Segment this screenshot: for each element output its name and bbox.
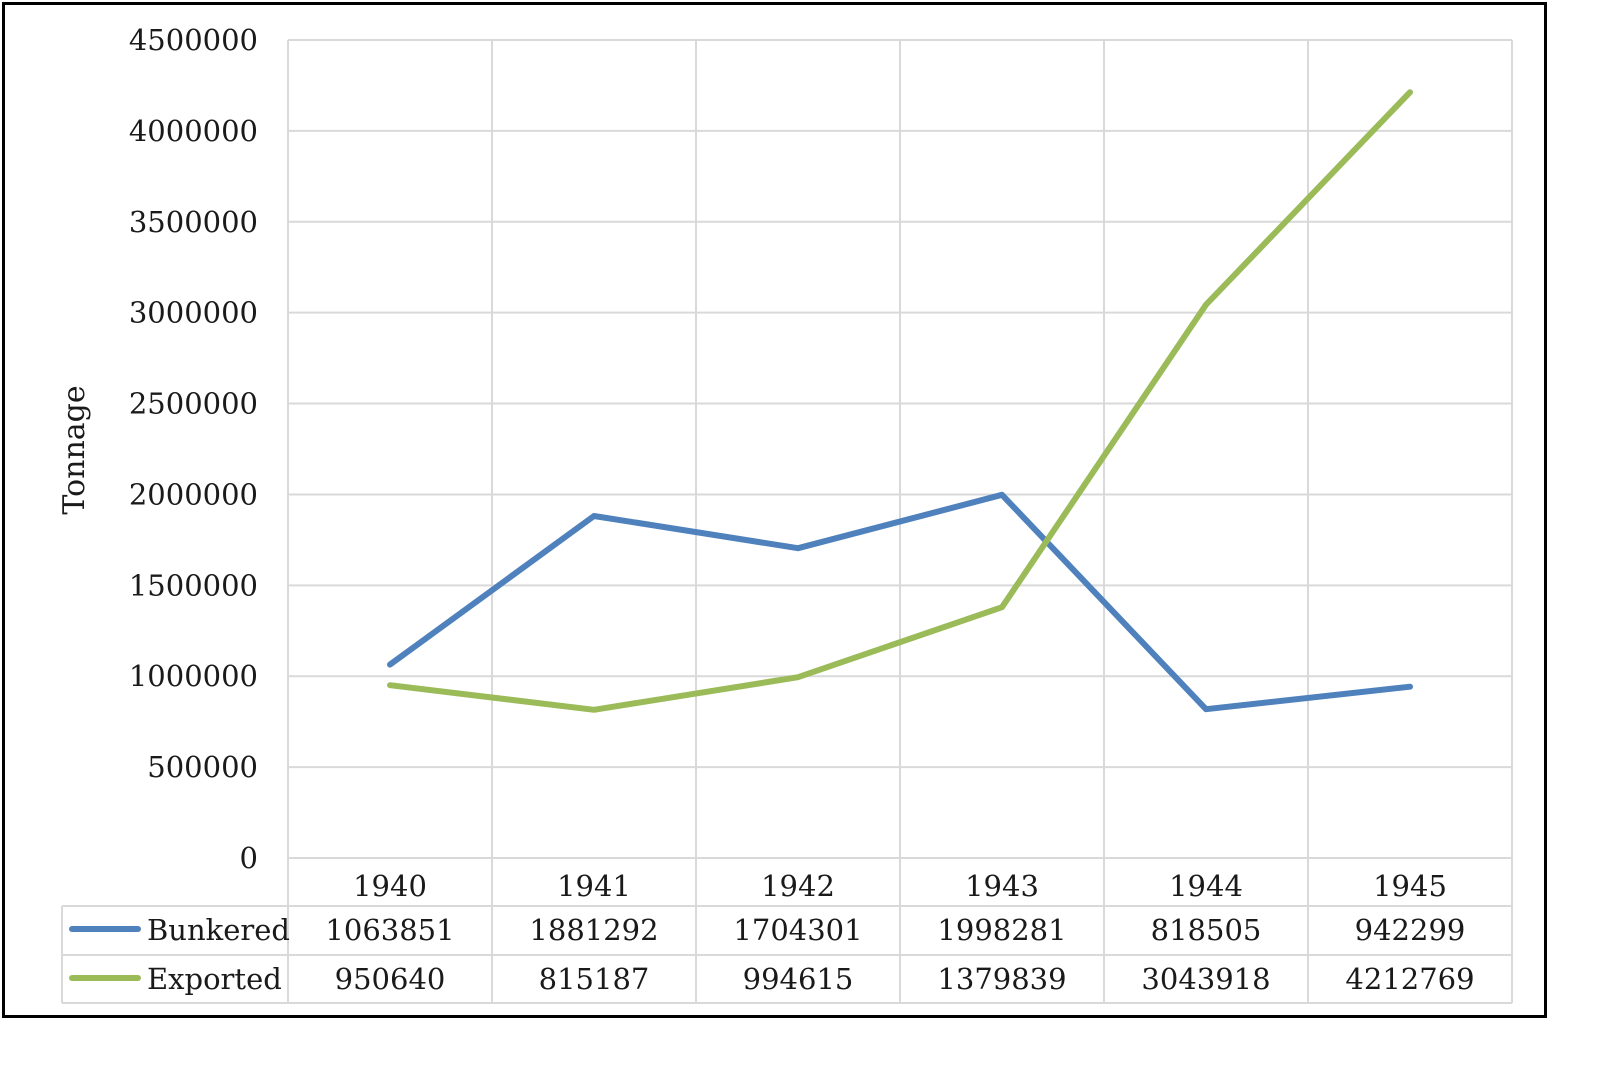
table-value-exported: 950640 [335, 962, 446, 996]
y-axis-ticks: 4500000 4000000 3500000 3000000 2500000 20000… [129, 23, 258, 875]
y-tick-label: 500000 [147, 750, 258, 784]
chart-frame [2, 2, 1547, 1018]
y-tick-label: 3000000 [129, 296, 258, 330]
y-tick-label: 2500000 [129, 387, 258, 421]
table-value-bunkered: 818505 [1151, 913, 1262, 947]
x-tick-label: 1941 [557, 869, 631, 903]
x-tick-label: 1945 [1373, 869, 1447, 903]
y-tick-label: 3500000 [129, 205, 258, 239]
y-tick-label: 4000000 [129, 114, 258, 148]
series-line-bunkered [387, 491, 1413, 713]
table-labels: 1940 1941 1942 1943 1944 1945 Bunkered 1063851 1… [69, 869, 1475, 996]
table-value-exported: 815187 [539, 962, 650, 996]
y-tick-label: 4500000 [129, 23, 258, 57]
table-value-exported: 3043918 [1141, 962, 1270, 996]
table-value-bunkered: 1881292 [529, 913, 658, 947]
data-table [61, 905, 1512, 1004]
x-tick-label: 1942 [761, 869, 835, 903]
table-value-bunkered: 942299 [1355, 913, 1466, 947]
table-value-bunkered: 1704301 [733, 913, 862, 947]
table-value-bunkered: 1063851 [325, 913, 454, 947]
series-lines [387, 89, 1413, 713]
table-value-bunkered: 1998281 [937, 913, 1066, 947]
y-tick-label: 1000000 [129, 659, 258, 693]
x-tick-label: 1944 [1169, 869, 1243, 903]
y-tick-label: 0 [240, 841, 258, 875]
y-tick-label: 1500000 [129, 568, 258, 602]
table-value-exported: 994615 [743, 962, 854, 996]
grid [287, 39, 1513, 1003]
x-tick-label: 1940 [353, 869, 427, 903]
table-value-exported: 4212769 [1345, 962, 1474, 996]
table-value-exported: 1379839 [937, 962, 1066, 996]
series-line-exported [387, 89, 1413, 713]
x-tick-label: 1943 [965, 869, 1039, 903]
legend-label-bunkered: Bunkered [147, 913, 290, 947]
y-tick-label: 2000000 [129, 477, 258, 511]
legend-label-exported: Exported [147, 962, 282, 996]
y-axis-title: Tonnage [57, 385, 92, 514]
